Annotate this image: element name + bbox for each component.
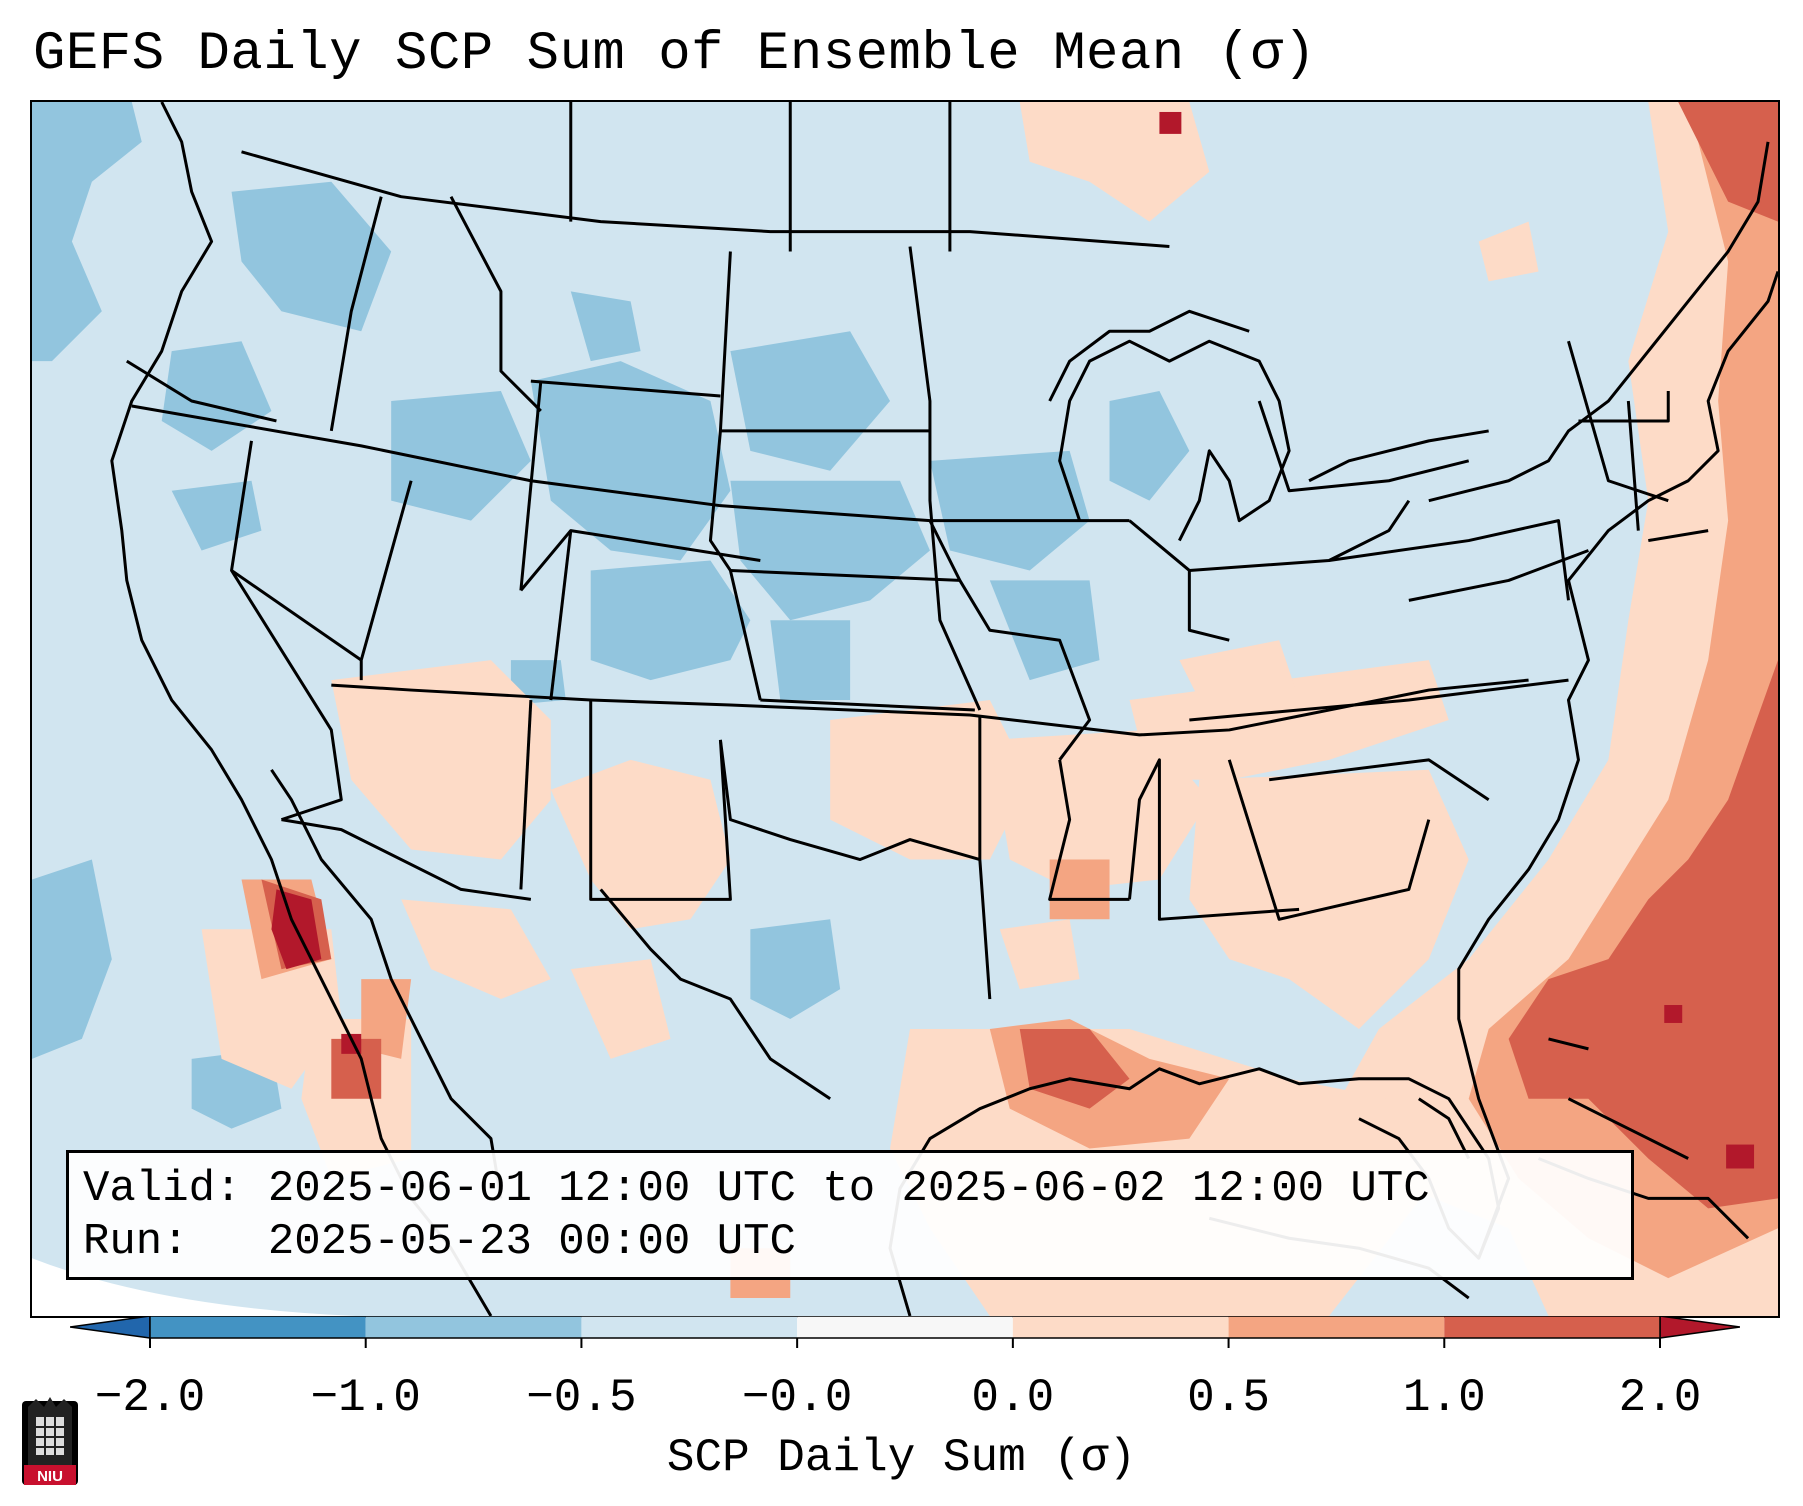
niu-logo: NIU [22,1397,78,1485]
coastlines [110,102,1778,1316]
run-info-box: Valid: 2025-06-01 12:00 UTC to 2025-06-0… [66,1150,1634,1280]
projection-edge [32,1258,531,1316]
state-borders [125,102,1709,1100]
chart-title: GEFS Daily SCP Sum of Ensemble Mean (σ) [33,24,1317,85]
run-value: 2025-05-23 00:00 UTC [267,1217,796,1267]
map-canvas [32,102,1778,1316]
map-panel[interactable] [30,100,1780,1318]
valid-value: 2025-06-01 12:00 UTC to 2025-06-02 12:00… [267,1164,1430,1214]
colorbar-segment [1012,1316,1229,1338]
negative-anomaly-areas [32,102,1190,1129]
positive-high-areas [261,102,1778,1209]
colorbar-extend-low [70,1316,151,1339]
colorbar-tick-label: −2.0 [94,1372,206,1424]
logo-text: NIU [37,1468,63,1485]
run-label: Run: [83,1217,189,1267]
colorbar-label: SCP Daily Sum (σ) [666,1432,1137,1484]
colorbar-segment [150,1316,366,1338]
colorbar-frame [149,1316,1661,1339]
colorbar-segment [365,1316,582,1338]
colorbar-segment [1228,1316,1445,1338]
colorbar-extend-high [1659,1316,1740,1339]
colorbar-segment [1444,1316,1660,1338]
colorbar-tick-label: 1.0 [1402,1372,1486,1424]
colorbar-segment [797,1316,1013,1338]
colorbar-tick-label: −0.0 [741,1372,853,1424]
valid-label: Valid: [83,1164,242,1214]
colorbar-tick-label: 0.0 [971,1372,1055,1424]
colorbar-segment [581,1316,798,1338]
colorbar-tick-label: −1.0 [310,1372,421,1424]
colorbar-tick-label: 0.5 [1187,1372,1270,1424]
colorbar-tick-label: 2.0 [1618,1372,1702,1424]
colorbar [70,1316,1740,1348]
colorbar-tick-label: −0.5 [526,1372,637,1424]
